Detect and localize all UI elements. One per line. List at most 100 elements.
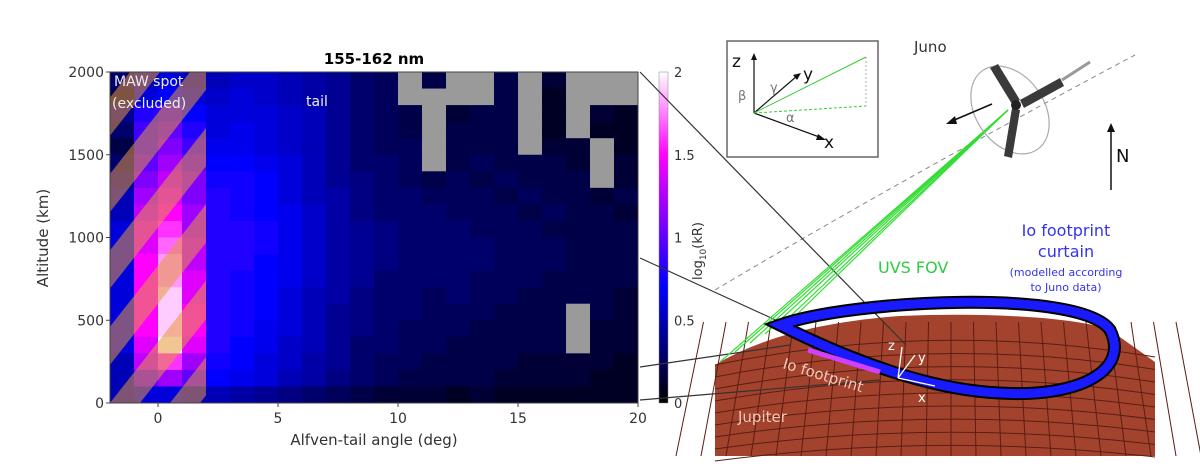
heatmap-cell	[494, 204, 519, 222]
heatmap-cell	[566, 187, 591, 205]
latitude-line	[714, 444, 1156, 462]
heatmap-cell	[110, 204, 135, 222]
heatmap-cell	[398, 88, 423, 106]
heatmap-cell	[350, 88, 375, 106]
heatmap-cell	[206, 369, 231, 387]
heatmap-cell	[470, 187, 495, 205]
heatmap-cell	[254, 353, 279, 371]
heatmap-cell	[398, 121, 423, 139]
heatmap-cell	[326, 320, 351, 338]
colorbar-ticks: 0 0.5 1 1.5 2	[674, 66, 695, 412]
heatmap-cell	[590, 270, 615, 288]
heatmap-cell	[350, 386, 375, 403]
heatmap-cell	[422, 353, 447, 371]
heatmap-cell	[350, 287, 375, 305]
heatmap-cell	[470, 336, 495, 354]
heatmap-cell	[230, 88, 255, 106]
heatmap-cell	[446, 105, 471, 123]
heatmap-cell	[542, 121, 567, 139]
heatmap-cell	[446, 72, 471, 90]
heatmap-cell	[566, 386, 591, 403]
heatmap-cell	[518, 88, 543, 106]
heatmap-cell	[374, 270, 399, 288]
heatmap-cell	[494, 154, 519, 172]
heatmap-cell	[230, 270, 255, 288]
local-axes	[897, 346, 936, 387]
y-tick-label: 1000	[68, 231, 104, 247]
heatmap-cell	[590, 154, 615, 172]
heatmap-cell	[446, 270, 471, 288]
heatmap-cell	[326, 303, 351, 321]
heatmap-cell	[134, 105, 159, 123]
tail-label: tail	[306, 94, 328, 110]
heatmap-cell	[278, 154, 303, 172]
heatmap-cell	[590, 386, 615, 403]
heatmap-cell	[398, 237, 423, 255]
uvs-fov-beams	[719, 109, 1009, 363]
hatch-stripe	[170, 357, 206, 403]
heatmap-cell	[446, 121, 471, 139]
heatmap-cell	[470, 254, 495, 272]
heatmap-cell	[614, 121, 638, 139]
heatmap-cell	[278, 105, 303, 123]
heatmap-cell	[206, 254, 231, 272]
heatmap-cell	[446, 303, 471, 321]
heatmap-cell	[254, 154, 279, 172]
heatmap-cell	[326, 353, 351, 371]
heatmap-cell	[542, 320, 567, 338]
heatmap-cell	[614, 287, 638, 305]
hatch-stripe	[110, 280, 206, 403]
heatmap-cell	[398, 171, 423, 189]
heatmap-cell	[446, 386, 471, 403]
heatmap-cell	[206, 154, 231, 172]
heatmap-cell	[350, 353, 375, 371]
longitude-line	[1130, 321, 1152, 457]
heatmap-cell	[422, 105, 447, 123]
heatmap-cell	[470, 154, 495, 172]
longitude-line	[725, 321, 749, 457]
latitude-line	[714, 352, 1156, 378]
heatmap-cell	[518, 204, 543, 222]
heatmap-cell	[374, 237, 399, 255]
heatmap-cell	[374, 386, 399, 403]
heatmap-cell	[302, 353, 327, 371]
heatmap-cell	[374, 121, 399, 139]
heatmap-cell	[134, 171, 159, 189]
heatmap-cell	[422, 204, 447, 222]
heatmap-cell	[566, 72, 591, 90]
heatmap-cell	[302, 171, 327, 189]
heatmap-cell	[542, 287, 567, 305]
inset-y-label: y	[803, 65, 813, 85]
heatmap-cell	[374, 287, 399, 305]
heatmap-cell	[614, 105, 638, 123]
heatmap-cell	[518, 171, 543, 189]
heatmap-cell	[278, 287, 303, 305]
heatmap-cell	[254, 187, 279, 205]
heatmap-cell	[590, 88, 615, 106]
heatmap-cell	[158, 303, 183, 321]
heatmap-cell	[206, 88, 231, 106]
heatmap-cell	[278, 270, 303, 288]
heatmap-cell	[422, 336, 447, 354]
heatmap-cell	[542, 336, 567, 354]
heatmap-cell	[446, 237, 471, 255]
jupiter-label: Jupiter	[737, 408, 788, 426]
heatmap-cell	[398, 154, 423, 172]
heatmap-cell	[230, 138, 255, 156]
heatmap-cell	[326, 369, 351, 387]
fov-beam	[764, 109, 1009, 335]
heatmap-cell	[494, 220, 519, 238]
heatmap-cell	[326, 88, 351, 106]
heatmap-cell	[278, 386, 303, 403]
colorbar-label: log10(kR)	[691, 222, 709, 280]
heatmap-cell	[566, 353, 591, 371]
heatmap-cell	[590, 220, 615, 238]
heatmap-cell	[518, 303, 543, 321]
heatmap-cell	[206, 320, 231, 338]
heatmap-cell	[542, 105, 567, 123]
heatmap-cell	[374, 154, 399, 172]
heatmap-cell	[254, 171, 279, 189]
heatmap-cell	[590, 254, 615, 272]
heatmap-cell	[446, 88, 471, 106]
